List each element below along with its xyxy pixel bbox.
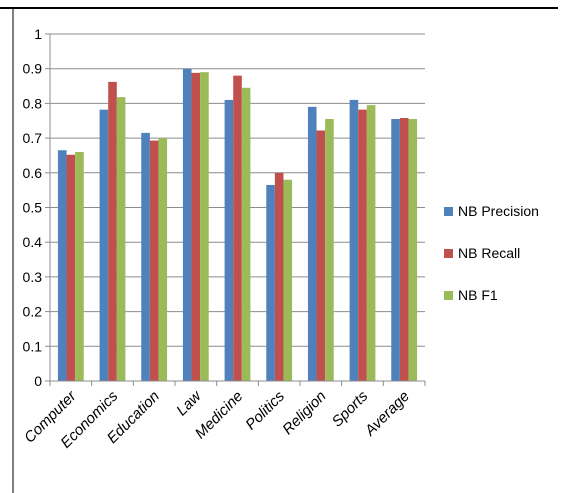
bar-politics-nb-precision — [266, 184, 275, 381]
bar-average-nb-precision — [391, 119, 400, 381]
bar-politics-nb-f1 — [283, 179, 293, 381]
bar-sports-nb-recall — [358, 109, 367, 382]
bar-medicine-nb-f1 — [241, 87, 251, 381]
legend-swatch — [444, 207, 453, 216]
y-tick-label: 1 — [34, 26, 42, 42]
y-tick-label: 0.5 — [23, 200, 43, 216]
bars — [57, 68, 418, 382]
bar-economics-nb-f1 — [116, 97, 126, 382]
legend-swatch — [444, 249, 453, 258]
bar-average-nb-f1 — [408, 119, 418, 381]
x-category-label: Religion — [279, 388, 329, 438]
bar-law-nb-precision — [182, 68, 192, 381]
bar-medicine-nb-precision — [224, 99, 234, 382]
y-tick-label: 0.4 — [23, 234, 43, 250]
bar-economics-nb-recall — [108, 81, 117, 382]
bar-religion-nb-precision — [307, 106, 317, 382]
bar-computer-nb-precision — [57, 150, 67, 381]
y-tick-label: 0.7 — [23, 130, 43, 146]
y-tick-label: 0.2 — [23, 304, 43, 320]
bar-law-nb-f1 — [200, 72, 209, 382]
y-tick-label: 0.3 — [23, 269, 43, 285]
bar-computer-nb-f1 — [75, 151, 84, 381]
x-category-label: Average — [361, 388, 413, 440]
axes — [49, 34, 426, 386]
legend-label: NB F1 — [458, 287, 498, 303]
bar-sports-nb-precision — [349, 99, 359, 382]
y-tick-label: 0.6 — [23, 165, 43, 181]
legend: NB Precision NB Recall NB F1 — [444, 203, 539, 303]
y-tick-label: 0.8 — [23, 95, 43, 111]
y-tick-label: 0.1 — [23, 338, 43, 354]
legend-swatch — [444, 291, 453, 300]
legend-label: NB Recall — [458, 245, 520, 261]
y-tick-label: 0.9 — [23, 61, 43, 77]
bar-law-nb-recall — [191, 72, 201, 381]
x-category-label: Law — [173, 387, 205, 419]
y-axis-ticks: 0 0.1 0.2 0.3 0.4 0.5 0.6 0.7 0.8 0.9 1 — [23, 26, 50, 389]
bar-education-nb-recall — [149, 140, 159, 381]
bar-religion-nb-f1 — [325, 119, 334, 381]
legend-label: NB Precision — [458, 203, 539, 219]
y-tick-label: 0 — [34, 373, 42, 389]
bar-computer-nb-recall — [66, 154, 76, 381]
bar-medicine-nb-recall — [233, 75, 242, 381]
bar-education-nb-precision — [141, 132, 150, 381]
bar-education-nb-f1 — [158, 138, 168, 381]
bar-politics-nb-recall — [274, 172, 284, 381]
bar-sports-nb-f1 — [366, 105, 376, 381]
bar-religion-nb-recall — [316, 130, 326, 381]
bar-economics-nb-precision — [99, 109, 109, 382]
bar-average-nb-recall — [399, 117, 409, 381]
